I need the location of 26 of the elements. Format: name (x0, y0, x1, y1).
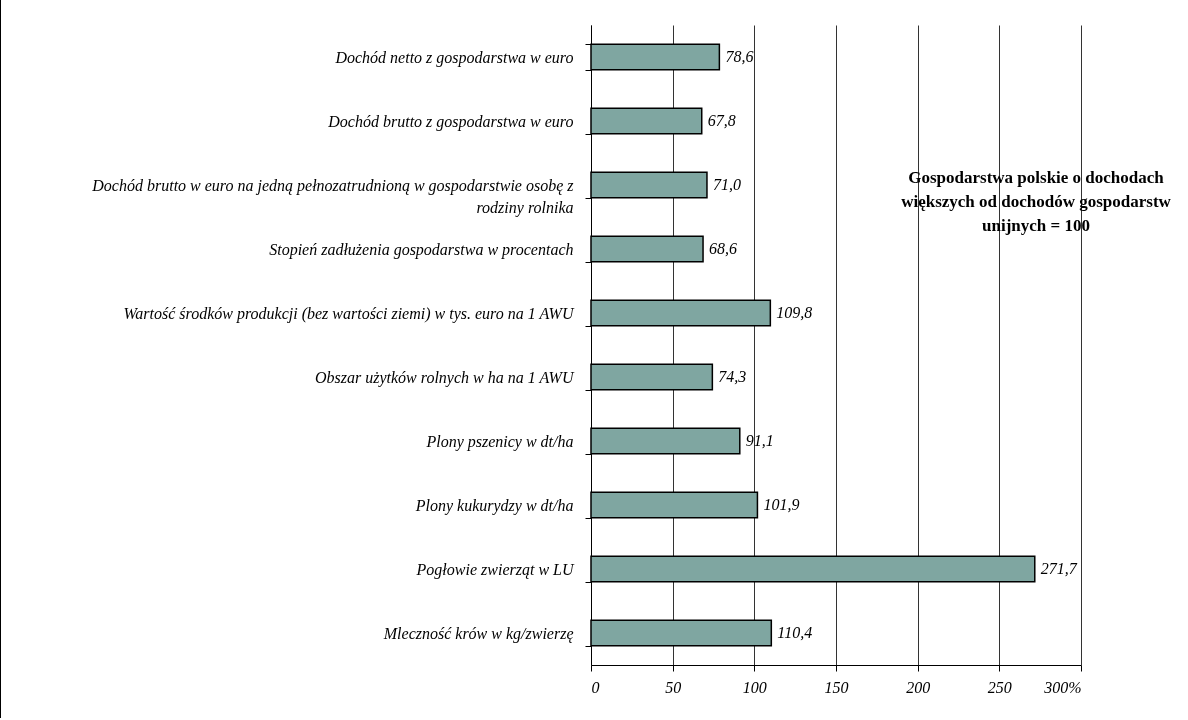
x-tick-label: 150 (824, 678, 849, 696)
y-tick-label: Dochód brutto z gospodarstwa w euro (327, 112, 574, 131)
x-tick-label: 250 (987, 678, 1012, 696)
data-label: 74,3 (718, 368, 747, 385)
data-label: 109,8 (776, 304, 813, 321)
y-tick-label: Stopień zadłużenia gospodarstwa w procentach (269, 240, 574, 259)
x-tick-label: 100 (742, 678, 767, 696)
data-label: 101,9 (763, 496, 800, 513)
data-label: 110,4 (777, 624, 813, 641)
x-tick-label: 0 (591, 678, 600, 696)
data-label: 71,0 (712, 176, 741, 193)
x-tick-label: 200 (906, 678, 931, 696)
data-label: 78,6 (725, 48, 754, 65)
y-tick-label: Pogłowie zwierząt w LU (415, 560, 575, 579)
x-tick-label: 50 (665, 678, 682, 696)
y-tick-label: Dochód brutto w euro na jedną pełnozatrudnioną w gospodarstwie osobę z rodziny rolnika (91, 176, 575, 217)
y-tick-label: Plony pszenicy w dt/ha (425, 432, 574, 451)
data-label: 67,8 (707, 112, 736, 129)
data-label: 68,6 (709, 240, 738, 257)
data-label: 271,7 (1040, 560, 1078, 577)
y-tick-label: Obszar użytków rolnych w ha na 1 AWU (314, 368, 575, 387)
y-tick-label: Wartość środków produkcji (bez wartości ziemi) w tys. euro na 1 AWU (123, 304, 575, 323)
x-tick-label: 300% (1043, 678, 1082, 696)
y-tick-label: Dochód netto z gospodarstwa w euro (334, 48, 574, 67)
y-tick-label: Mleczność krów w kg/zwierzę (382, 624, 574, 643)
y-tick-label: Plony kukurydzy w dt/ha (414, 496, 574, 515)
